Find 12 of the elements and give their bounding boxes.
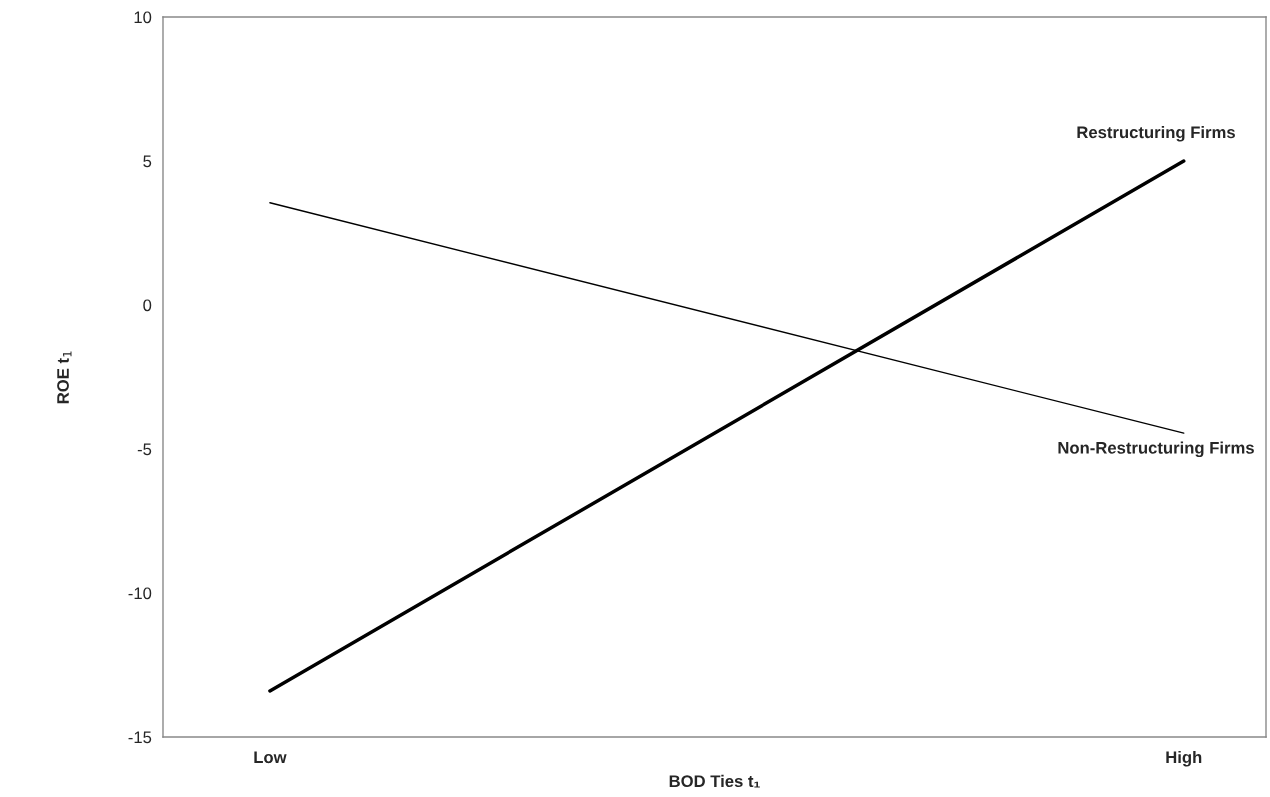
y-tick-label: 5	[143, 155, 152, 168]
series-label: Non-Restructuring Firms	[1058, 441, 1254, 458]
x-axis-title: BOD Ties t₁	[669, 774, 760, 788]
y-axis-title: ROE t$_{1}$	[57, 351, 72, 404]
text: Restructuring Firms	[1077, 125, 1235, 142]
y-tick-label: 10	[134, 11, 152, 24]
x-tick-label: Low	[254, 751, 287, 764]
y-tick-label: -5	[137, 443, 152, 456]
x-tick-label: High	[1166, 750, 1202, 767]
y-tick-label: -10	[128, 587, 152, 600]
y-tick-label: 0	[143, 299, 152, 312]
y-tick-label: -15	[128, 731, 152, 744]
